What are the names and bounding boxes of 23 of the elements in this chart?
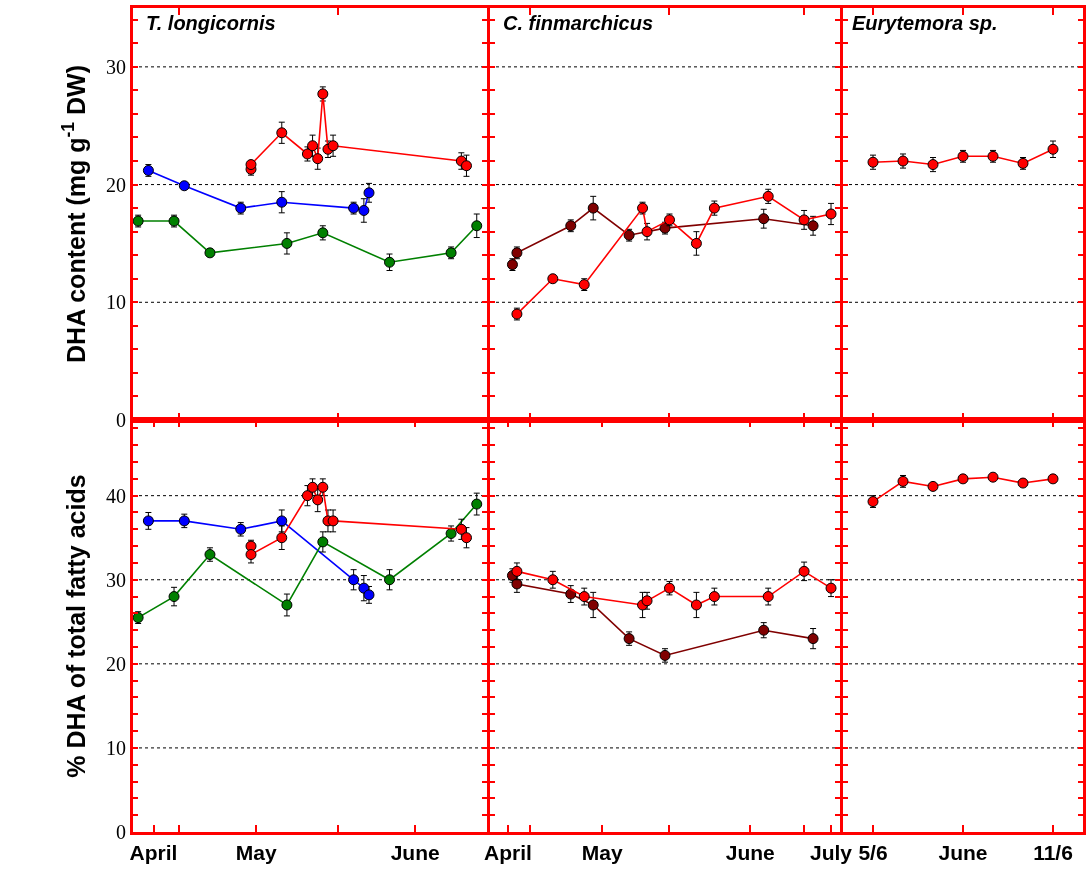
y-tick-label: 10 <box>106 291 126 314</box>
x-tick-label: 11/6 <box>1033 841 1073 865</box>
x-tick-label: July <box>810 841 853 865</box>
y-tick-label: 10 <box>106 736 126 759</box>
x-tick-label: June <box>725 841 775 865</box>
chart-title: C. finmarchicus <box>503 12 654 34</box>
x-tick-label: April <box>129 841 178 865</box>
y-tick-label: 30 <box>106 568 126 591</box>
y-tick-label: 20 <box>106 652 126 675</box>
y-tick-label: 0 <box>116 409 126 431</box>
y-axis-title: % DHA of total fatty acids <box>61 474 90 778</box>
x-tick-label: 5/6 <box>858 841 888 865</box>
y-tick-label: 20 <box>106 173 126 196</box>
x-tick-label: June <box>390 841 440 865</box>
y-tick-label: 40 <box>106 484 126 507</box>
x-tick-label: April <box>484 841 532 865</box>
x-tick-label: June <box>938 841 988 865</box>
x-tick-label: May <box>581 841 623 865</box>
y-tick-label: 0 <box>116 821 126 843</box>
y-tick-label: 30 <box>106 55 126 78</box>
chart-title: T. longicornis <box>146 12 276 34</box>
x-tick-label: May <box>235 841 277 865</box>
chart-title: Eurytemora sp. <box>852 12 998 34</box>
